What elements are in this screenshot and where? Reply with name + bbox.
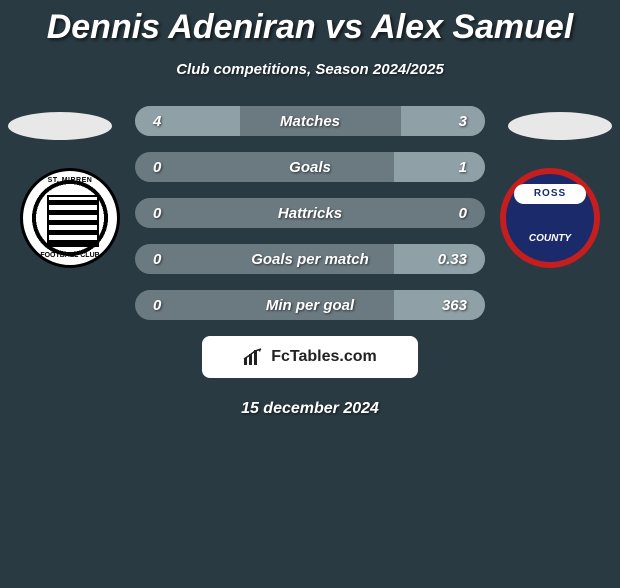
stat-value-right: 0: [459, 205, 467, 222]
stat-row: 0Goals1: [135, 152, 485, 182]
stat-row: 0Goals per match0.33: [135, 244, 485, 274]
stat-rows: 4Matches30Goals10Hattricks00Goals per ma…: [135, 106, 485, 320]
club-crest-left: ST. MIRREN FOOTBALL CLUB: [20, 168, 120, 268]
page-title: Dennis Adeniran vs Alex Samuel: [0, 8, 620, 47]
stat-value-right: 1: [459, 159, 467, 176]
stat-label: Goals: [135, 159, 485, 176]
crest-left-text-top: ST. MIRREN: [23, 177, 117, 184]
stat-row: 0Min per goal363: [135, 290, 485, 320]
player-photo-left-placeholder: [8, 112, 112, 140]
crest-left-text-bottom: FOOTBALL CLUB: [23, 252, 117, 259]
branding-badge: FcTables.com: [202, 336, 418, 378]
stat-label: Goals per match: [135, 251, 485, 268]
stat-value-right: 3: [459, 113, 467, 130]
crest-right-ribbon: ROSS: [514, 184, 586, 204]
branding-label: FcTables.com: [271, 348, 377, 366]
stat-value-right: 0.33: [438, 251, 467, 268]
stat-label: Min per goal: [135, 297, 485, 314]
stat-value-right: 363: [442, 297, 467, 314]
subtitle: Club competitions, Season 2024/2025: [0, 61, 620, 78]
club-crest-right: ROSS COUNTY: [500, 168, 600, 268]
crest-left-inner: [47, 195, 99, 247]
stat-label: Matches: [135, 113, 485, 130]
stat-row: 4Matches3: [135, 106, 485, 136]
stats-area: ST. MIRREN FOOTBALL CLUB ROSS COUNTY 4Ma…: [0, 106, 620, 320]
stat-label: Hattricks: [135, 205, 485, 222]
chart-icon: [243, 348, 265, 366]
player-photo-right-placeholder: [508, 112, 612, 140]
crest-right-sub: COUNTY: [506, 233, 594, 244]
date-label: 15 december 2024: [0, 400, 620, 418]
stat-row: 0Hattricks0: [135, 198, 485, 228]
